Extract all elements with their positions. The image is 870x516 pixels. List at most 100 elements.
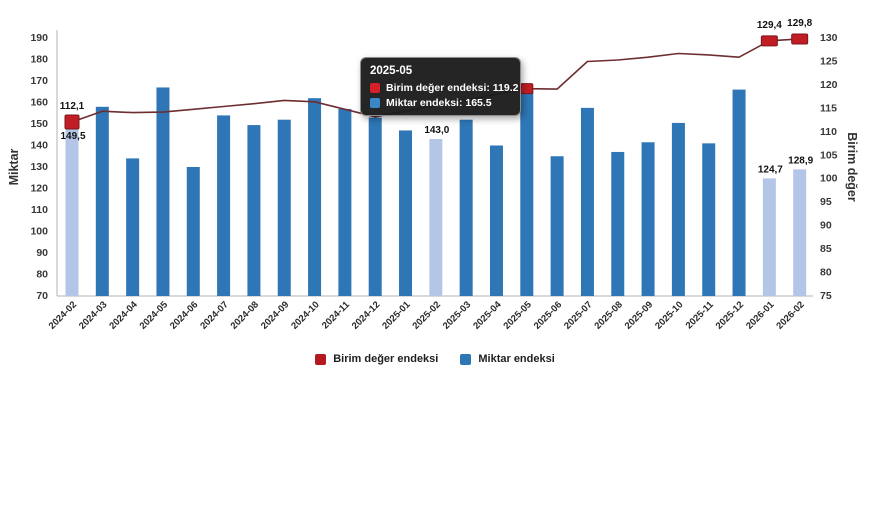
x-axis-tick-label: 2024-10 — [289, 299, 321, 331]
bar-2024-05[interactable] — [156, 87, 170, 296]
left-axis-tick-label: 70 — [36, 290, 48, 302]
x-axis-tick-label: 2025-02 — [411, 299, 443, 331]
bar-2025-06[interactable] — [550, 156, 564, 296]
bar-2024-03[interactable] — [95, 106, 109, 296]
left-axis-tick-label: 160 — [30, 97, 48, 109]
bar-2024-04[interactable] — [126, 158, 140, 296]
line-marker-2024-02[interactable] — [64, 114, 80, 130]
x-axis-tick-label: 2025-11 — [684, 299, 717, 332]
x-axis-tick-label: 2024-12 — [350, 299, 382, 331]
legend: Birim değer endeksi Miktar endeksi — [0, 353, 870, 365]
right-axis-tick-label: 125 — [820, 55, 838, 67]
bar-data-label: 143,0 — [424, 125, 449, 136]
chart-plot: 70 80 90 100 110 120 130 140 150 160 170 180 190 75 80… — [30, 18, 838, 332]
bar-2025-11[interactable] — [702, 143, 716, 296]
bar-2025-03[interactable] — [459, 119, 473, 296]
bar-2025-07[interactable] — [580, 107, 594, 296]
left-axis-tick-label: 130 — [30, 161, 48, 173]
bar-2026-01[interactable] — [762, 178, 776, 296]
bar-2025-10[interactable] — [671, 122, 685, 296]
right-axis-tick-label: 95 — [820, 196, 832, 208]
left-axis-tick-label: 190 — [30, 32, 48, 44]
tooltip-row-text: Birim değer endeksi: 119.2 — [386, 82, 519, 94]
x-axis-tick-label: 2024-11 — [320, 299, 353, 332]
right-axis-tick-label: 85 — [820, 243, 832, 255]
legend-item-miktar-endeksi[interactable]: Miktar endeksi — [460, 353, 555, 365]
x-axis-tick-label: 2025-01 — [380, 299, 413, 332]
tooltip: 2025-05 Birim değer endeksi: 119.2 Mikta… — [360, 57, 521, 116]
bar-2024-11[interactable] — [338, 108, 352, 296]
x-axis-tick-label: 2024-07 — [198, 299, 230, 331]
bar-data-label: 124,7 — [758, 164, 783, 175]
bar-data-label: 128,9 — [788, 155, 813, 166]
line-data-label: 129,4 — [757, 20, 782, 31]
line-marker-2026-02[interactable] — [791, 33, 809, 45]
line-data-label: 112,1 — [60, 101, 85, 112]
left-axis-tick-label: 150 — [30, 118, 48, 130]
bar-2025-01[interactable] — [399, 130, 413, 296]
left-axis-tick-label: 140 — [30, 140, 48, 152]
x-axis-tick-label: 2025-05 — [501, 299, 534, 332]
x-axis-tick-label: 2025-12 — [714, 299, 746, 331]
left-axis-tick-label: 120 — [30, 183, 48, 195]
left-axis-tick-label: 180 — [30, 54, 48, 66]
bar-data-label: 149,5 — [60, 131, 85, 142]
left-axis-tick-label: 100 — [30, 226, 48, 238]
left-axis-tick-label: 80 — [36, 269, 48, 281]
bar-2024-02[interactable] — [65, 125, 79, 296]
legend-blue-swatch-icon — [460, 353, 472, 365]
line-marker-2025-05[interactable] — [520, 83, 534, 95]
legend-red-swatch-icon — [315, 353, 327, 365]
left-axis-tick-label: 170 — [30, 75, 48, 87]
bar-2025-09[interactable] — [641, 142, 655, 296]
x-axis-tick-label: 2025-07 — [562, 299, 594, 331]
x-axis-tick-label: 2025-03 — [441, 299, 473, 331]
x-axis-tick-label: 2024-08 — [229, 299, 261, 331]
tooltip-red-swatch-icon — [370, 83, 380, 93]
line-data-label: 129,8 — [787, 18, 812, 29]
right-axis-tick-label: 90 — [820, 220, 832, 232]
x-axis-tick-label: 2025-08 — [592, 299, 624, 331]
right-axis-tick-label: 105 — [820, 149, 838, 161]
x-axis-tick-label: 2025-10 — [653, 299, 685, 331]
legend-item-label: Birim değer endeksi — [333, 353, 439, 365]
tooltip-title: 2025-05 — [370, 65, 413, 77]
legend-item-birim-deger-endeksi[interactable]: Birim değer endeksi — [315, 353, 438, 365]
x-axis-tick-label: 2025-09 — [623, 299, 655, 331]
tooltip-row-line-series: Birim değer endeksi: 119.2 — [370, 82, 518, 94]
x-axis-tick-label: 2024-06 — [168, 299, 200, 331]
x-axis-tick-label: 2025-04 — [471, 299, 504, 332]
right-axis-tick-label: 110 — [820, 126, 837, 138]
bar-2026-02[interactable] — [793, 169, 807, 296]
left-axis-tick-label: 110 — [31, 204, 48, 216]
right-axis-tick-label: 75 — [820, 290, 832, 302]
bar-2024-09[interactable] — [277, 119, 291, 296]
bar-2025-02[interactable] — [429, 139, 443, 296]
bar-2024-10[interactable] — [308, 98, 322, 296]
x-axis-tick-label: 2024-09 — [259, 299, 291, 331]
x-axis-tick-label: 2026-01 — [744, 299, 777, 332]
bar-2024-06[interactable] — [186, 167, 200, 296]
right-axis-tick-label: 115 — [820, 102, 837, 114]
right-axis-tick-label: 80 — [820, 267, 832, 279]
bar-2024-08[interactable] — [247, 125, 261, 296]
x-axis-tick-label: 2024-02 — [47, 299, 79, 331]
x-axis-tick-label: 2024-03 — [77, 299, 109, 331]
right-axis-tick-label: 100 — [820, 173, 838, 185]
bar-2024-12[interactable] — [368, 117, 382, 296]
right-axis-tick-label: 120 — [820, 79, 838, 91]
tooltip-blue-swatch-icon — [370, 98, 380, 108]
line-marker-2026-01[interactable] — [760, 35, 778, 47]
bar-2025-08[interactable] — [611, 151, 625, 296]
left-axis-tick-label: 90 — [36, 247, 48, 259]
bar-2025-05[interactable] — [520, 90, 534, 296]
x-axis-tick-label: 2024-05 — [138, 299, 171, 332]
legend-item-label: Miktar endeksi — [478, 353, 555, 365]
bar-2025-12[interactable] — [732, 89, 746, 296]
x-axis-tick-label: 2026-02 — [774, 299, 806, 331]
tooltip-row-bar-series: Miktar endeksi: 165.5 — [370, 97, 511, 109]
bar-2024-07[interactable] — [217, 115, 231, 297]
right-axis-tick-label: 130 — [820, 32, 838, 44]
bar-2025-04[interactable] — [489, 145, 503, 297]
